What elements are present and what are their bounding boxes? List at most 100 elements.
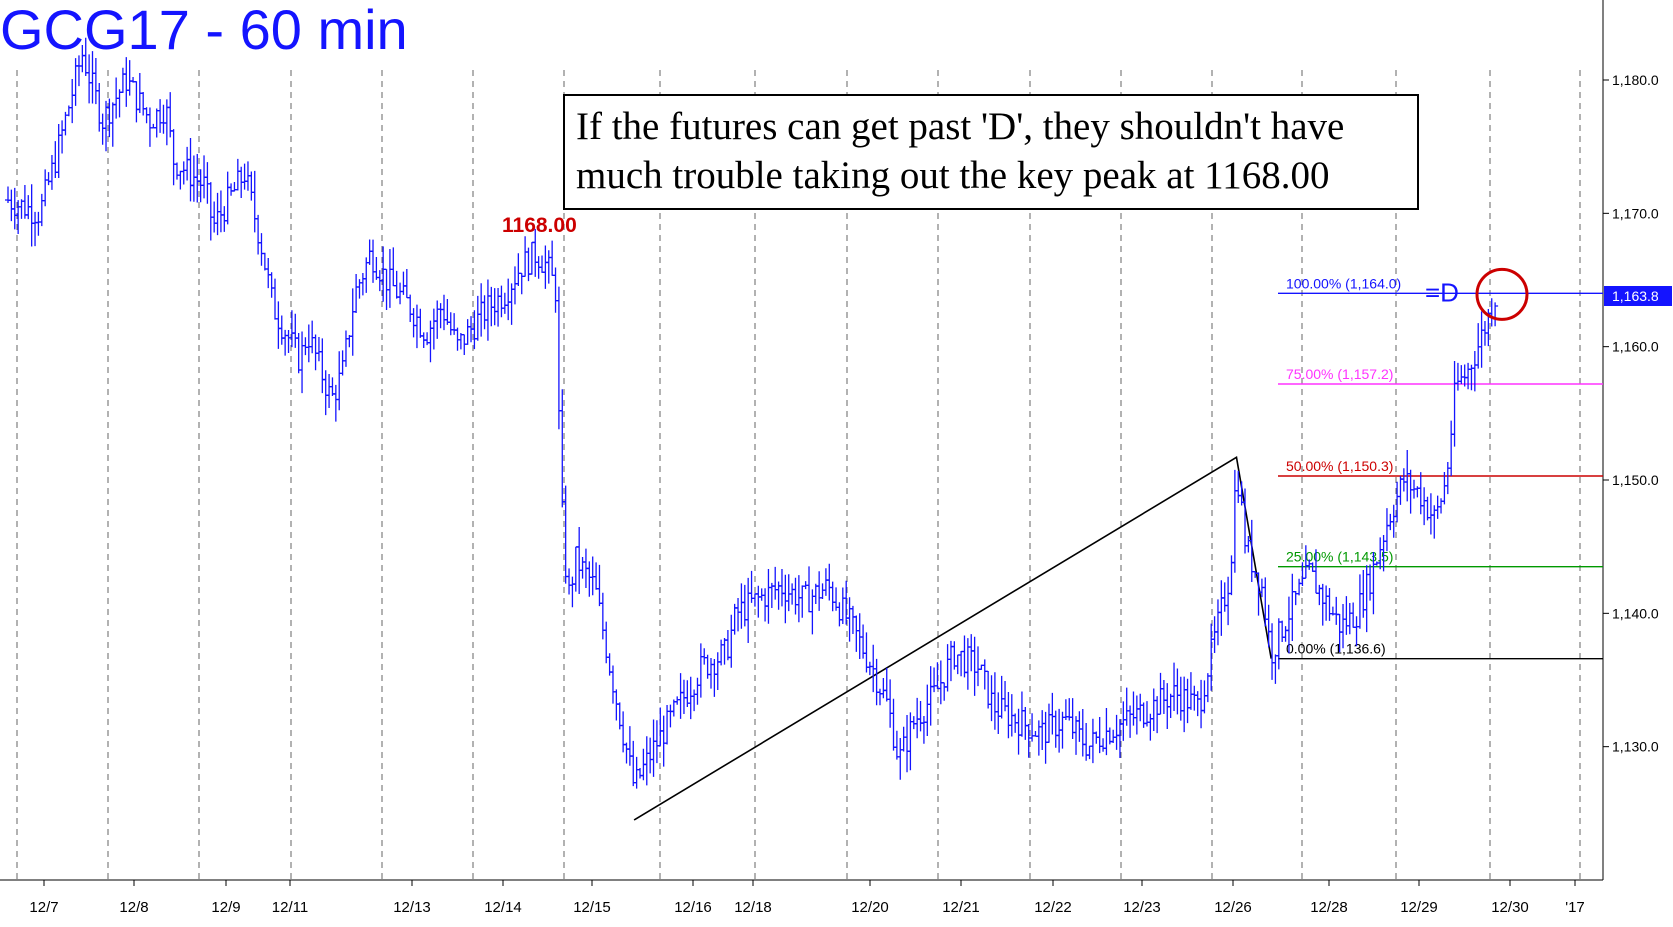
ohlc-bar <box>491 288 498 326</box>
ohlc-bar <box>99 113 106 145</box>
ohlc-bar <box>457 333 464 350</box>
ohlc-bar <box>278 315 285 345</box>
ohlc-bar <box>451 313 458 335</box>
ohlc-bar <box>593 562 600 590</box>
ohlc-bar <box>1086 745 1093 760</box>
ohlc-bar <box>931 667 938 693</box>
ohlc-bar <box>397 282 404 305</box>
ohlc-bar <box>1471 350 1478 392</box>
ohlc-bar <box>829 581 836 612</box>
ohlc-bar <box>566 568 573 595</box>
ohlc-bar <box>1191 685 1198 711</box>
ohlc-bar <box>964 638 971 690</box>
ohlc-bar <box>1133 695 1140 735</box>
ohlc-bar <box>1424 496 1431 521</box>
x-tick-label-13: 12/26 <box>1214 899 1252 916</box>
fib-level-label-4: 0.00% (1,136.6) <box>1286 641 1386 657</box>
ohlc-bars <box>5 37 1499 789</box>
fib-level-label-3: 25.00% (1,143.5) <box>1286 549 1393 565</box>
ohlc-bar <box>846 597 853 642</box>
ohlc-bar <box>1451 360 1458 447</box>
fib-level-label-0: 100.00% (1,164.0) <box>1286 275 1401 291</box>
ohlc-bar <box>876 688 883 706</box>
ohlc-bar <box>214 192 221 236</box>
ohlc-bar <box>1035 720 1042 756</box>
ohlc-bar <box>116 89 123 118</box>
ohlc-bar <box>342 330 349 367</box>
ohlc-bar <box>1478 311 1485 368</box>
ohlc-bar <box>1367 564 1374 601</box>
ohlc-bar <box>630 740 637 787</box>
ohlc-bar <box>691 689 698 712</box>
ohlc-bar <box>248 171 255 201</box>
ohlc-bar <box>539 255 546 273</box>
ohlc-bar <box>48 154 55 190</box>
ohlc-bar <box>1005 692 1012 739</box>
ohlc-bar <box>1194 691 1201 717</box>
ohlc-bar <box>170 129 177 186</box>
ohlc-bar <box>1167 693 1174 718</box>
ohlc-bar <box>1397 475 1404 505</box>
ohlc-bar <box>353 274 360 314</box>
chart-title: GCG17 - 60 min <box>0 0 408 61</box>
ohlc-bar <box>772 566 779 600</box>
ohlc-bar <box>900 726 907 752</box>
ohlc-bar <box>390 247 397 287</box>
ohlc-bar <box>153 108 160 138</box>
ohlc-bar <box>234 158 241 191</box>
ohlc-bar <box>282 329 289 356</box>
ohlc-bar <box>440 294 447 331</box>
ohlc-bar <box>1137 693 1144 722</box>
y-tick-label-4: 1,170.0 <box>1612 205 1659 221</box>
ohlc-bar <box>359 272 366 296</box>
ohlc-bar <box>434 300 441 339</box>
ohlc-bar <box>1461 364 1468 387</box>
ohlc-bar <box>620 711 627 753</box>
ohlc-bar <box>1184 678 1191 724</box>
ohlc-bar <box>839 587 846 625</box>
ohlc-bar <box>1282 626 1289 642</box>
x-tick-label-17: '17 <box>1565 899 1585 916</box>
ohlc-bar <box>1299 562 1306 587</box>
ohlc-bar <box>1201 680 1208 714</box>
ohlc-bar <box>109 102 116 147</box>
ohlc-bar <box>549 240 556 277</box>
ohlc-bar <box>1214 599 1221 646</box>
ohlc-bar <box>454 327 461 351</box>
ohlc-bar <box>826 563 833 601</box>
ohlc-bar <box>1465 362 1472 390</box>
ohlc-bar <box>887 679 894 728</box>
ohlc-bar <box>718 639 725 666</box>
ohlc-bar <box>322 370 329 416</box>
highlight-circle <box>1475 267 1529 321</box>
ohlc-bar <box>302 337 309 356</box>
ohlc-bar <box>332 384 339 422</box>
ohlc-bar <box>146 107 153 147</box>
ohlc-bar <box>660 715 667 767</box>
ohlc-bar <box>893 730 900 760</box>
ohlc-bar <box>778 569 785 607</box>
ohlc-bar <box>1265 604 1272 648</box>
ohlc-bar <box>795 575 802 623</box>
ohlc-bar <box>1427 493 1434 535</box>
ohlc-bar <box>413 304 420 349</box>
ohlc-bar <box>315 337 322 362</box>
ohlc-bar <box>163 99 170 146</box>
ohlc-bar <box>1343 596 1350 635</box>
ohlc-bar <box>782 574 789 624</box>
ohlc-bar <box>917 701 924 732</box>
ohlc-bar <box>268 272 275 298</box>
ohlc-bar <box>1089 718 1096 764</box>
ohlc-bar <box>1079 709 1086 757</box>
ohlc-bar <box>1164 683 1171 729</box>
x-tick-label-7: 12/16 <box>674 899 712 916</box>
ohlc-bar <box>758 588 765 601</box>
ohlc-bar <box>410 308 417 338</box>
ohlc-bar <box>366 239 373 265</box>
ohlc-bar <box>373 257 380 280</box>
ohlc-bar <box>1110 729 1117 744</box>
ohlc-bar <box>637 768 644 779</box>
ohlc-bar <box>187 137 194 202</box>
ohlc-bar <box>35 211 42 236</box>
ohlc-bar <box>15 200 22 234</box>
